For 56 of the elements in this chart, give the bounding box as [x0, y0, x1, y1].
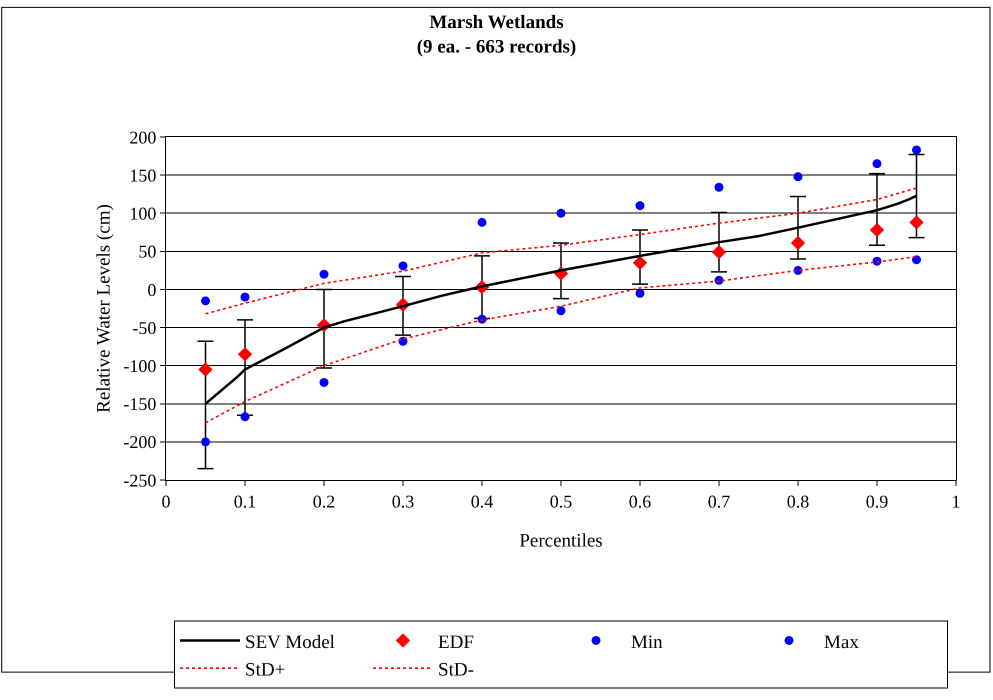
line-series	[204, 187, 918, 315]
x-tick-label: 0.4	[470, 492, 494, 512]
point	[794, 172, 802, 182]
legend-label: SEV Model	[245, 632, 335, 653]
point	[198, 362, 213, 377]
x-tick-label: 0.2	[312, 492, 336, 512]
x-tick-label: 0.1	[234, 492, 256, 512]
point	[556, 208, 566, 218]
point	[240, 292, 250, 302]
point	[320, 378, 328, 387]
point	[632, 256, 648, 270]
legend-label: StD+	[245, 660, 286, 681]
x-tick-label: 1	[952, 492, 960, 512]
x-tick-label: 0.5	[550, 492, 572, 512]
point	[790, 236, 806, 250]
legend-label: Max	[824, 632, 860, 653]
point	[636, 288, 644, 298]
x-tick-label: 0.8	[786, 492, 810, 512]
y-tick-label: -200	[123, 432, 156, 452]
point	[912, 145, 921, 154]
y-axis-title: Relative Water Levels (cm)	[93, 204, 114, 413]
point	[712, 244, 726, 260]
point	[556, 306, 566, 316]
chart-title: Marsh Wetlands	[429, 12, 564, 33]
point	[872, 159, 882, 168]
point	[870, 222, 884, 238]
legend-label: Min	[631, 632, 664, 653]
legend-label: EDF	[438, 632, 474, 653]
x-axis-title: Percentiles	[519, 530, 603, 552]
y-tick-label: 50	[138, 242, 156, 262]
y-tick-label: 100	[129, 204, 156, 224]
y-tick-label: 150	[129, 165, 156, 186]
point	[636, 201, 644, 210]
point	[478, 218, 486, 227]
legend-label: StD-	[438, 660, 474, 681]
point	[240, 412, 250, 422]
point	[909, 215, 924, 230]
point	[238, 347, 252, 362]
point	[714, 182, 724, 192]
y-tick-label: 200	[129, 127, 156, 148]
x-tick-label: 0.3	[392, 492, 414, 512]
point	[398, 261, 408, 270]
y-tick-label: -150	[123, 394, 156, 414]
chart-subtitle: (9 ea. - 663 records)	[416, 36, 576, 58]
point	[912, 255, 921, 264]
y-tick-label: -250	[123, 470, 156, 490]
x-tick-label: 0.7	[708, 492, 730, 512]
y-tick-label: -50	[132, 318, 156, 338]
point	[201, 296, 210, 306]
point	[320, 270, 328, 279]
x-tick-label: 0.9	[866, 492, 888, 512]
y-tick-label: 0	[147, 280, 156, 300]
point	[201, 437, 210, 446]
x-tick-label: 0	[162, 492, 170, 512]
x-tick-label: 0.6	[628, 492, 652, 512]
y-tick-label: -100	[123, 356, 156, 376]
